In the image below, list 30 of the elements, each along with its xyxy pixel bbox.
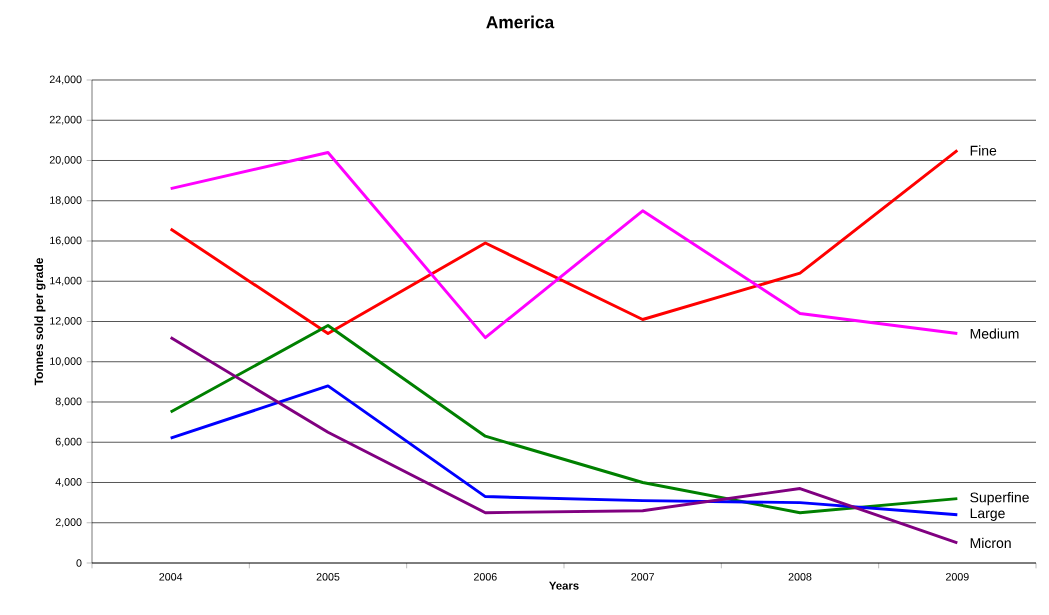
- x-tick-label: 2005: [316, 573, 340, 581]
- series-label: Large: [970, 508, 1005, 521]
- series-label: Fine: [970, 145, 997, 156]
- x-tick-label: 2004: [159, 573, 183, 581]
- series-label: Micron: [970, 537, 1011, 549]
- x-axis-title: Years: [549, 581, 579, 590]
- y-tick-label: 20,000: [49, 156, 82, 165]
- y-tick-label: 4,000: [55, 478, 82, 487]
- y-tick-label: 0: [76, 559, 82, 567]
- series-label: Superfine: [970, 492, 1029, 506]
- x-tick-label: 2008: [788, 573, 812, 581]
- y-tick-label: 18,000: [50, 196, 82, 206]
- y-tick-label: 22,000: [49, 115, 82, 125]
- line-series: [169, 324, 959, 515]
- x-tick-label: 2006: [474, 573, 497, 581]
- y-tick-label: 14,000: [50, 276, 82, 286]
- y-tick-label: 24,000: [49, 75, 82, 85]
- series-label: Medium: [970, 328, 1019, 339]
- y-axis-title: Tonnes sold per grade: [34, 258, 46, 386]
- y-tick-label: 12,000: [50, 317, 82, 326]
- chart-title: America: [486, 15, 555, 29]
- line-series: [169, 336, 959, 545]
- y-tick-label: 6,000: [55, 437, 82, 447]
- line-series: [169, 384, 959, 517]
- y-tick-label: 8,000: [55, 397, 82, 407]
- y-tick-label: 10,000: [50, 357, 82, 367]
- x-tick-label: 2009: [946, 573, 969, 581]
- x-tick-label: 2007: [631, 573, 654, 581]
- y-tick-label: 16,000: [50, 236, 82, 246]
- y-tick-label: 2,000: [55, 518, 82, 528]
